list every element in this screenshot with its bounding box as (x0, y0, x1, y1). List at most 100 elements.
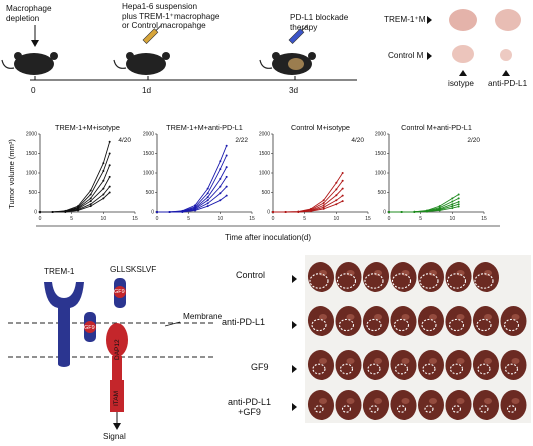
growth-curve-point (225, 185, 228, 188)
growth-curves-svg: 0 5 10 15 0 500 1000 1500 2000 TREM-1+M+isotype 4/… (7, 123, 500, 242)
syringe-icon (142, 24, 163, 44)
tumor-outline (474, 273, 494, 289)
tumor-outline (506, 405, 517, 413)
tumor-outline (503, 318, 520, 332)
growth-curve-point (310, 210, 312, 213)
growth-curve-point (297, 211, 300, 213)
growth-curve-point (102, 187, 105, 190)
growth-curve-point (272, 211, 274, 213)
liver-tissue (472, 306, 500, 336)
growth-curve-point (219, 185, 222, 188)
tissue-highlight (429, 398, 437, 404)
liver-tissue (390, 306, 417, 336)
growth-curve-point (102, 179, 105, 182)
tissue-highlight (484, 358, 492, 364)
mechanism-diagram: TREM-1 GLLSKSLVF GF9 GF9 Membrane DAP12 … (0, 252, 300, 446)
timeline-diagram (1, 24, 357, 81)
membrane-label: Membrane (183, 312, 223, 321)
growth-curve-line (157, 166, 228, 213)
tumor-outline (336, 273, 357, 289)
y-tick-label: 0 (151, 210, 154, 216)
tissue-highlight (456, 358, 465, 364)
growth-curve-point (89, 205, 92, 208)
chart-title: Control M+anti-PD-L1 (401, 123, 472, 132)
growth-curve-point (400, 211, 403, 213)
chart-title: Control M+isotype (291, 123, 350, 132)
gf9-label: GF9 (114, 289, 125, 295)
growth-curve-point (341, 172, 344, 174)
x-tick-label: 0 (156, 216, 159, 222)
tumor-outline (446, 273, 467, 289)
growth-curve-point (89, 203, 92, 206)
x-axis-label: Time after inoculation(d) (225, 233, 311, 242)
growth-curve-line (157, 155, 228, 213)
liver-tissue (418, 350, 444, 380)
liver-tissue (335, 262, 362, 292)
y-tick-label: 2000 (375, 132, 386, 138)
growth-curve-point (413, 211, 416, 213)
chart-annotation: 2/20 (467, 137, 480, 144)
gf9-label: GF9 (84, 325, 95, 331)
x-tick-label: 15 (249, 216, 255, 222)
liver-tissue (418, 390, 444, 420)
growth-curve-point (457, 193, 460, 196)
growth-curve-line (273, 180, 344, 213)
tissue-highlight (511, 358, 520, 364)
mouse-icon (1, 52, 58, 75)
growth-curve-point (108, 164, 111, 167)
x-tick-label: 10 (101, 216, 107, 222)
y-tick-label: 1000 (259, 171, 270, 177)
tissue-highlight (456, 398, 465, 404)
chart-annotation: 4/20 (351, 137, 364, 144)
tissue-highlight (401, 314, 410, 320)
liver-tissue (307, 306, 335, 336)
tumor-outline (448, 318, 465, 332)
tissue-highlight (511, 398, 520, 404)
tissue-highlight (456, 314, 465, 320)
growth-curve-point (156, 211, 158, 213)
tissue-highlight (346, 398, 355, 404)
y-tick-label: 500 (262, 190, 271, 196)
step3-label: PD-L1 blockade therapy (290, 13, 349, 32)
growth-curve-point (102, 170, 105, 173)
tissue-highlight (346, 314, 355, 320)
x-tick-label: 15 (365, 216, 371, 222)
x-tick-label: 5 (303, 216, 306, 222)
growth-curve-point (335, 188, 338, 191)
growth-curve-point (457, 203, 460, 206)
growth-curve-point (219, 192, 222, 195)
growth-curve-point (388, 211, 390, 213)
liver-tissue (500, 306, 527, 336)
growth-curve-point (451, 203, 454, 206)
x-tick-label: 10 (218, 216, 224, 222)
liver-tissue (500, 350, 527, 380)
tissue-highlight (401, 398, 410, 404)
chart-title: TREM-1+M+isotype (55, 123, 120, 132)
tumor-outline (341, 405, 352, 413)
chart-annotation: 4/20 (118, 137, 131, 144)
growth-curve-point (322, 206, 325, 209)
tumor-outline (479, 405, 489, 413)
tissue-highlight (511, 314, 520, 320)
y-tick-label: 1500 (259, 151, 270, 157)
tissue-highlight (374, 314, 382, 320)
liver-tissue (472, 390, 500, 420)
liver-tissue (445, 390, 472, 420)
tumor-photo (305, 255, 531, 423)
liver-tissue (445, 306, 472, 336)
growth-curve-point (341, 194, 344, 197)
trem1-receptor (44, 282, 84, 367)
growth-curve-point (451, 197, 454, 200)
mechanism-svg (8, 278, 215, 430)
growth-curve-point (451, 200, 454, 203)
y-tick-label: 1000 (143, 171, 154, 177)
liver-tissue (390, 262, 417, 292)
growth-curves-panel: 0 5 10 15 0 500 1000 1500 2000 TREM-1+M+isotype 4/… (0, 110, 533, 250)
growth-curve-point (206, 202, 209, 205)
x-tick-label: 10 (450, 216, 456, 222)
group-arrows (292, 275, 297, 411)
y-tick-label: 2000 (143, 132, 154, 138)
tumor-outline (424, 405, 434, 413)
growth-curve-point (451, 205, 454, 208)
liver-tissue (362, 350, 390, 380)
